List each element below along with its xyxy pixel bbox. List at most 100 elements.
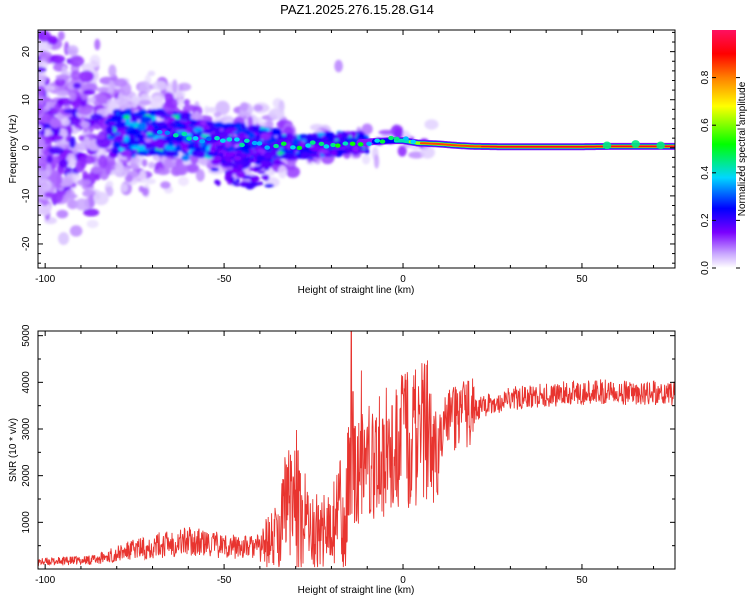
- spectrogram-blob: [113, 78, 128, 87]
- spectrogram-blob: [334, 59, 343, 73]
- spectrogram-blob: [130, 145, 144, 150]
- spectrogram-blob: [137, 122, 147, 131]
- spectrogram-blob: [82, 170, 88, 180]
- spectrogram-blob: [292, 137, 299, 146]
- spectrogram-blob: [86, 219, 99, 229]
- spectrogram-bead: [379, 139, 386, 144]
- spectrogram-blob: [378, 129, 395, 135]
- spectrogram-blob: [136, 134, 145, 139]
- spectrogram-blob: [361, 123, 373, 135]
- spectrogram-blob: [138, 185, 145, 193]
- spectrogram-blob: [94, 38, 101, 51]
- spectrogram-blob: [118, 110, 126, 116]
- spectrogram-blob: [83, 126, 89, 133]
- spectrogram-blob: [79, 156, 87, 169]
- spectrogram-blob: [181, 154, 191, 162]
- spectrogram-blob: [230, 168, 239, 174]
- spectrogram-blob: [106, 131, 116, 136]
- spectrogram-blob: [118, 98, 131, 109]
- spectrogram-blob: [350, 131, 357, 138]
- spectrogram-blob: [72, 82, 82, 89]
- spectrogram-bead: [264, 145, 271, 150]
- spectrogram-blob: [93, 123, 99, 130]
- spectrogram-blob: [345, 137, 358, 143]
- y-tick-label: 3000: [21, 417, 32, 440]
- spectrogram-blob: [138, 99, 152, 106]
- spectrogram-blob: [66, 153, 77, 168]
- spectrogram-blob: [132, 148, 138, 154]
- spectrogram-blob: [96, 133, 106, 140]
- spectrogram-blob: [241, 154, 248, 158]
- spectrogram-blob: [110, 114, 123, 120]
- spectrogram-blob: [305, 135, 318, 140]
- spectrogram-blob: [238, 132, 246, 140]
- spectrogram-bead: [164, 130, 171, 135]
- spectrogram-blob: [155, 141, 166, 150]
- spectrogram-blob: [91, 93, 108, 107]
- snr-panel: -100 -50 0 50 1000 2000 3000 4000 5000 Height of…: [8, 324, 676, 596]
- spectrogram-blob: [263, 151, 274, 160]
- spectrogram-blob: [97, 154, 108, 169]
- spectrogram-blob: [139, 115, 152, 124]
- spectrogram-blob: [182, 104, 198, 112]
- spectrogram-blob: [106, 186, 114, 197]
- snr-frame: [37, 330, 676, 570]
- spectrogram-blob: [177, 82, 192, 92]
- y-tick-label: -10: [21, 188, 32, 203]
- spectrogram-blob: [213, 155, 222, 161]
- spectrogram-blob: [46, 155, 54, 164]
- spectrogram-blob: [420, 146, 435, 159]
- spectrogram-bead: [656, 141, 665, 150]
- spectrogram-blob: [48, 146, 64, 155]
- spectrogram-bead: [349, 141, 356, 146]
- spectrogram-ylabel: Frequency (Hz): [8, 115, 19, 184]
- spectrogram-blob: [364, 148, 370, 155]
- spectrogram-blob: [141, 159, 148, 167]
- spectrogram-blob: [123, 114, 131, 120]
- spectrogram-bead: [214, 136, 220, 141]
- spectrogram-blob: [115, 120, 126, 129]
- spectrogram-blob: [56, 173, 63, 185]
- spectrogram-blob: [259, 132, 271, 141]
- y-tick-label: 2000: [21, 464, 32, 487]
- spectrogram-blob: [57, 97, 73, 106]
- spectrogram-blob: [38, 124, 43, 132]
- spectrogram-bead: [393, 136, 400, 141]
- y-tick-label: 0: [21, 145, 32, 151]
- spectrogram-blob: [162, 115, 169, 120]
- colorbar-label: Normalized spectral amplitude: [737, 81, 748, 216]
- spectrogram-blob: [233, 183, 242, 187]
- spectrogram-blob: [146, 124, 154, 133]
- spectrogram-bead: [296, 145, 303, 151]
- spectrogram-blob: [167, 141, 174, 146]
- spectrogram-blob: [154, 110, 167, 116]
- spectrogram-blob: [235, 178, 240, 184]
- spectrogram-blob: [114, 134, 126, 142]
- x-tick-label: 0: [400, 274, 406, 285]
- spectrogram-bead: [403, 136, 409, 141]
- spectrogram-blob: [148, 161, 156, 169]
- spectrogram-bead: [280, 141, 287, 146]
- spectrogram-blob: [225, 170, 233, 179]
- spectrogram-blob: [222, 162, 228, 167]
- spectrogram-bead: [318, 141, 325, 147]
- spectrogram-bead: [205, 136, 212, 141]
- spectrogram-blob: [424, 119, 439, 130]
- spectrogram-blob: [207, 152, 216, 157]
- spectrogram-bead: [631, 140, 640, 148]
- spectrogram-bead: [374, 138, 381, 143]
- spectrogram-blob: [200, 120, 207, 126]
- spectrogram-blob: [163, 143, 175, 152]
- colorbar-gradient: [712, 30, 736, 268]
- spectrogram-blob: [76, 178, 92, 187]
- spectrogram-blob: [145, 178, 156, 185]
- spectrogram-blob: [69, 225, 83, 237]
- spectrogram-blob: [352, 145, 360, 153]
- spectrogram-blob: [156, 121, 167, 127]
- spectrogram-blob: [82, 89, 96, 96]
- spectrogram-blob: [38, 170, 50, 179]
- spectrogram-blob: [308, 153, 319, 158]
- spectrogram-blob: [69, 55, 85, 67]
